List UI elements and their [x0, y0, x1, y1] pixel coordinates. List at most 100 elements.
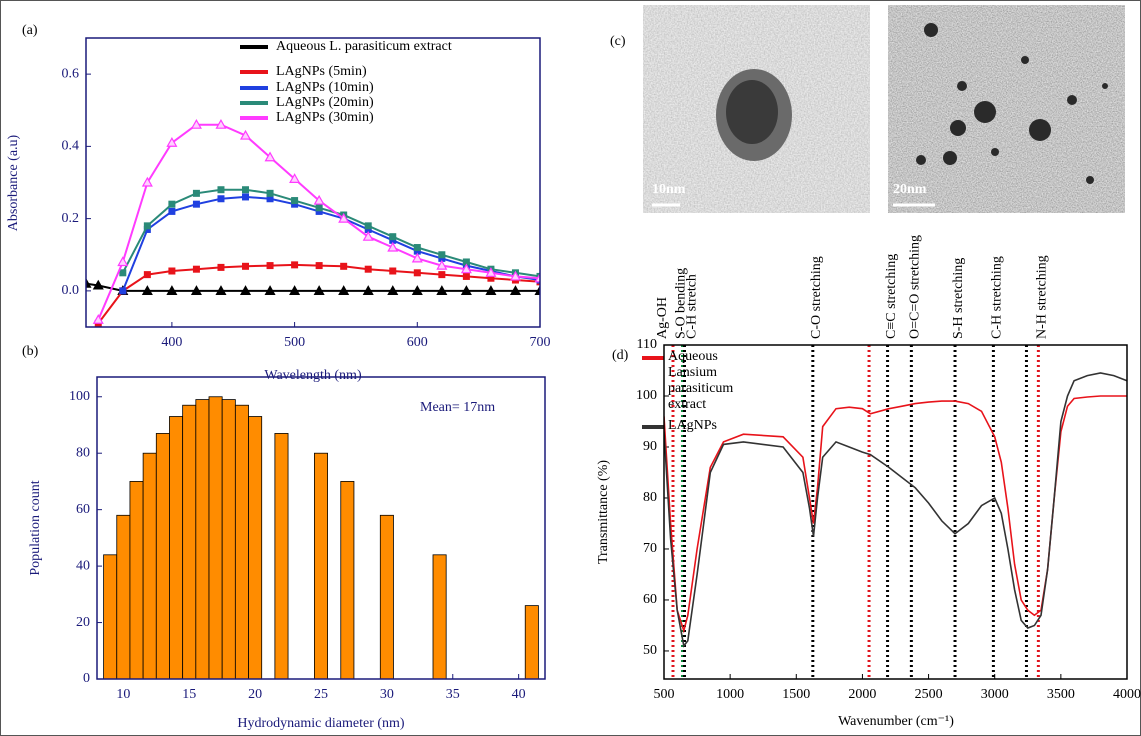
x-tick-label: 600 — [407, 335, 428, 350]
marker — [438, 251, 445, 258]
marker — [193, 190, 200, 197]
x-tick-label: 1000 — [716, 687, 744, 702]
marker — [267, 262, 274, 269]
bar — [209, 397, 222, 679]
bar — [156, 433, 169, 679]
marker — [119, 269, 126, 276]
particle-core — [726, 80, 778, 144]
y-tick-label: 0.0 — [62, 283, 80, 298]
marker — [168, 208, 175, 215]
marker — [316, 262, 323, 269]
legend-label: LAgNPs (20min) — [276, 95, 374, 110]
y-tick-label: 70 — [643, 541, 657, 556]
panel-label: (a) — [22, 23, 38, 38]
bar — [275, 433, 288, 679]
marker — [242, 186, 249, 193]
marker — [267, 190, 274, 197]
y-tick-label: 0.4 — [62, 139, 80, 154]
band-label: S-H stretching — [951, 258, 966, 339]
y-tick-label: 50 — [643, 643, 657, 658]
series-line — [123, 190, 540, 277]
x-tick-label: 3500 — [1047, 687, 1075, 702]
x-tick-label: 3000 — [981, 687, 1009, 702]
scale-bar-label: 20nm — [893, 182, 927, 197]
legend-label: LAgNPs (5min) — [276, 64, 367, 79]
band-label: C≡C stretching — [884, 254, 899, 339]
x-tick-label: 2000 — [848, 687, 876, 702]
x-tick-label: 2500 — [915, 687, 943, 702]
marker — [291, 197, 298, 204]
bar — [143, 453, 156, 679]
x-tick-label: 25 — [314, 687, 328, 702]
bar — [341, 481, 354, 679]
y-axis-label: Absorbance (a.u) — [6, 134, 21, 231]
marker — [414, 244, 421, 251]
band-label: C-O stretching — [809, 256, 824, 339]
band-label: C-H stretch — [685, 274, 700, 339]
x-tick-label: 400 — [161, 335, 182, 350]
marker — [389, 233, 396, 240]
band-label: O=C=O stretching — [908, 235, 923, 339]
bar — [235, 405, 248, 679]
marker — [463, 273, 470, 280]
bar — [249, 417, 262, 679]
y-axis-label: Population count — [28, 480, 43, 575]
y-tick-label: 60 — [76, 502, 90, 517]
chart: (c) 10nm 20nm (a)4005006007000.00.20.40.… — [0, 0, 1141, 736]
marker — [291, 261, 298, 268]
bar — [130, 481, 143, 679]
marker — [316, 204, 323, 211]
marker — [389, 268, 396, 275]
marker — [217, 264, 224, 271]
x-axis-label: Hydrodynamic diameter (nm) — [237, 716, 405, 731]
x-tick-label: 4000 — [1113, 687, 1141, 702]
marker — [365, 266, 372, 273]
panel-label: (c) — [610, 34, 626, 49]
marker — [193, 201, 200, 208]
bar — [117, 515, 130, 679]
y-tick-label: 110 — [637, 337, 657, 352]
band-label: N-H stretching — [1035, 255, 1050, 339]
y-tick-label: 0.6 — [62, 66, 80, 81]
y-tick-label: 90 — [643, 439, 657, 454]
y-axis-label: Transmittance (%) — [596, 460, 611, 564]
marker — [118, 257, 127, 265]
x-tick-label: 500 — [284, 335, 305, 350]
bar — [196, 400, 209, 679]
x-tick-label: 700 — [530, 335, 551, 350]
x-tick-label: 500 — [654, 687, 675, 702]
marker — [168, 201, 175, 208]
y-tick-label: 100 — [636, 388, 657, 403]
x-tick-label: 40 — [512, 687, 526, 702]
x-tick-label: 10 — [116, 687, 130, 702]
panel-label: (d) — [612, 348, 629, 363]
y-tick-label: 80 — [643, 490, 657, 505]
marker — [414, 269, 421, 276]
x-tick-label: 30 — [380, 687, 394, 702]
bar — [183, 405, 196, 679]
x-axis-label: Wavenumber (cm⁻¹) — [838, 714, 954, 729]
marker — [217, 186, 224, 193]
y-tick-label: 80 — [76, 445, 90, 460]
band-label: C-H stretching — [990, 256, 1005, 339]
marker — [438, 271, 445, 278]
y-tick-label: 0.2 — [62, 211, 80, 226]
marker — [193, 266, 200, 273]
y-tick-label: 60 — [643, 592, 657, 607]
legend-label: Aqueous L. parasiticum extract — [276, 39, 452, 54]
marker — [119, 287, 126, 294]
marker — [365, 222, 372, 229]
x-tick-label: 20 — [248, 687, 262, 702]
legend-label: LAgNPs (30min) — [276, 110, 374, 125]
legend-label: Aqueous Lansium parasiticum extract — [668, 349, 746, 413]
x-tick-label: 35 — [446, 687, 460, 702]
bar — [104, 555, 117, 679]
bar — [525, 606, 538, 679]
bar — [380, 515, 393, 679]
series-line — [86, 284, 540, 291]
legend-label: LAgNPs — [668, 418, 746, 434]
marker — [242, 193, 249, 200]
bar — [433, 555, 446, 679]
bar — [314, 453, 327, 679]
bar — [222, 400, 235, 679]
